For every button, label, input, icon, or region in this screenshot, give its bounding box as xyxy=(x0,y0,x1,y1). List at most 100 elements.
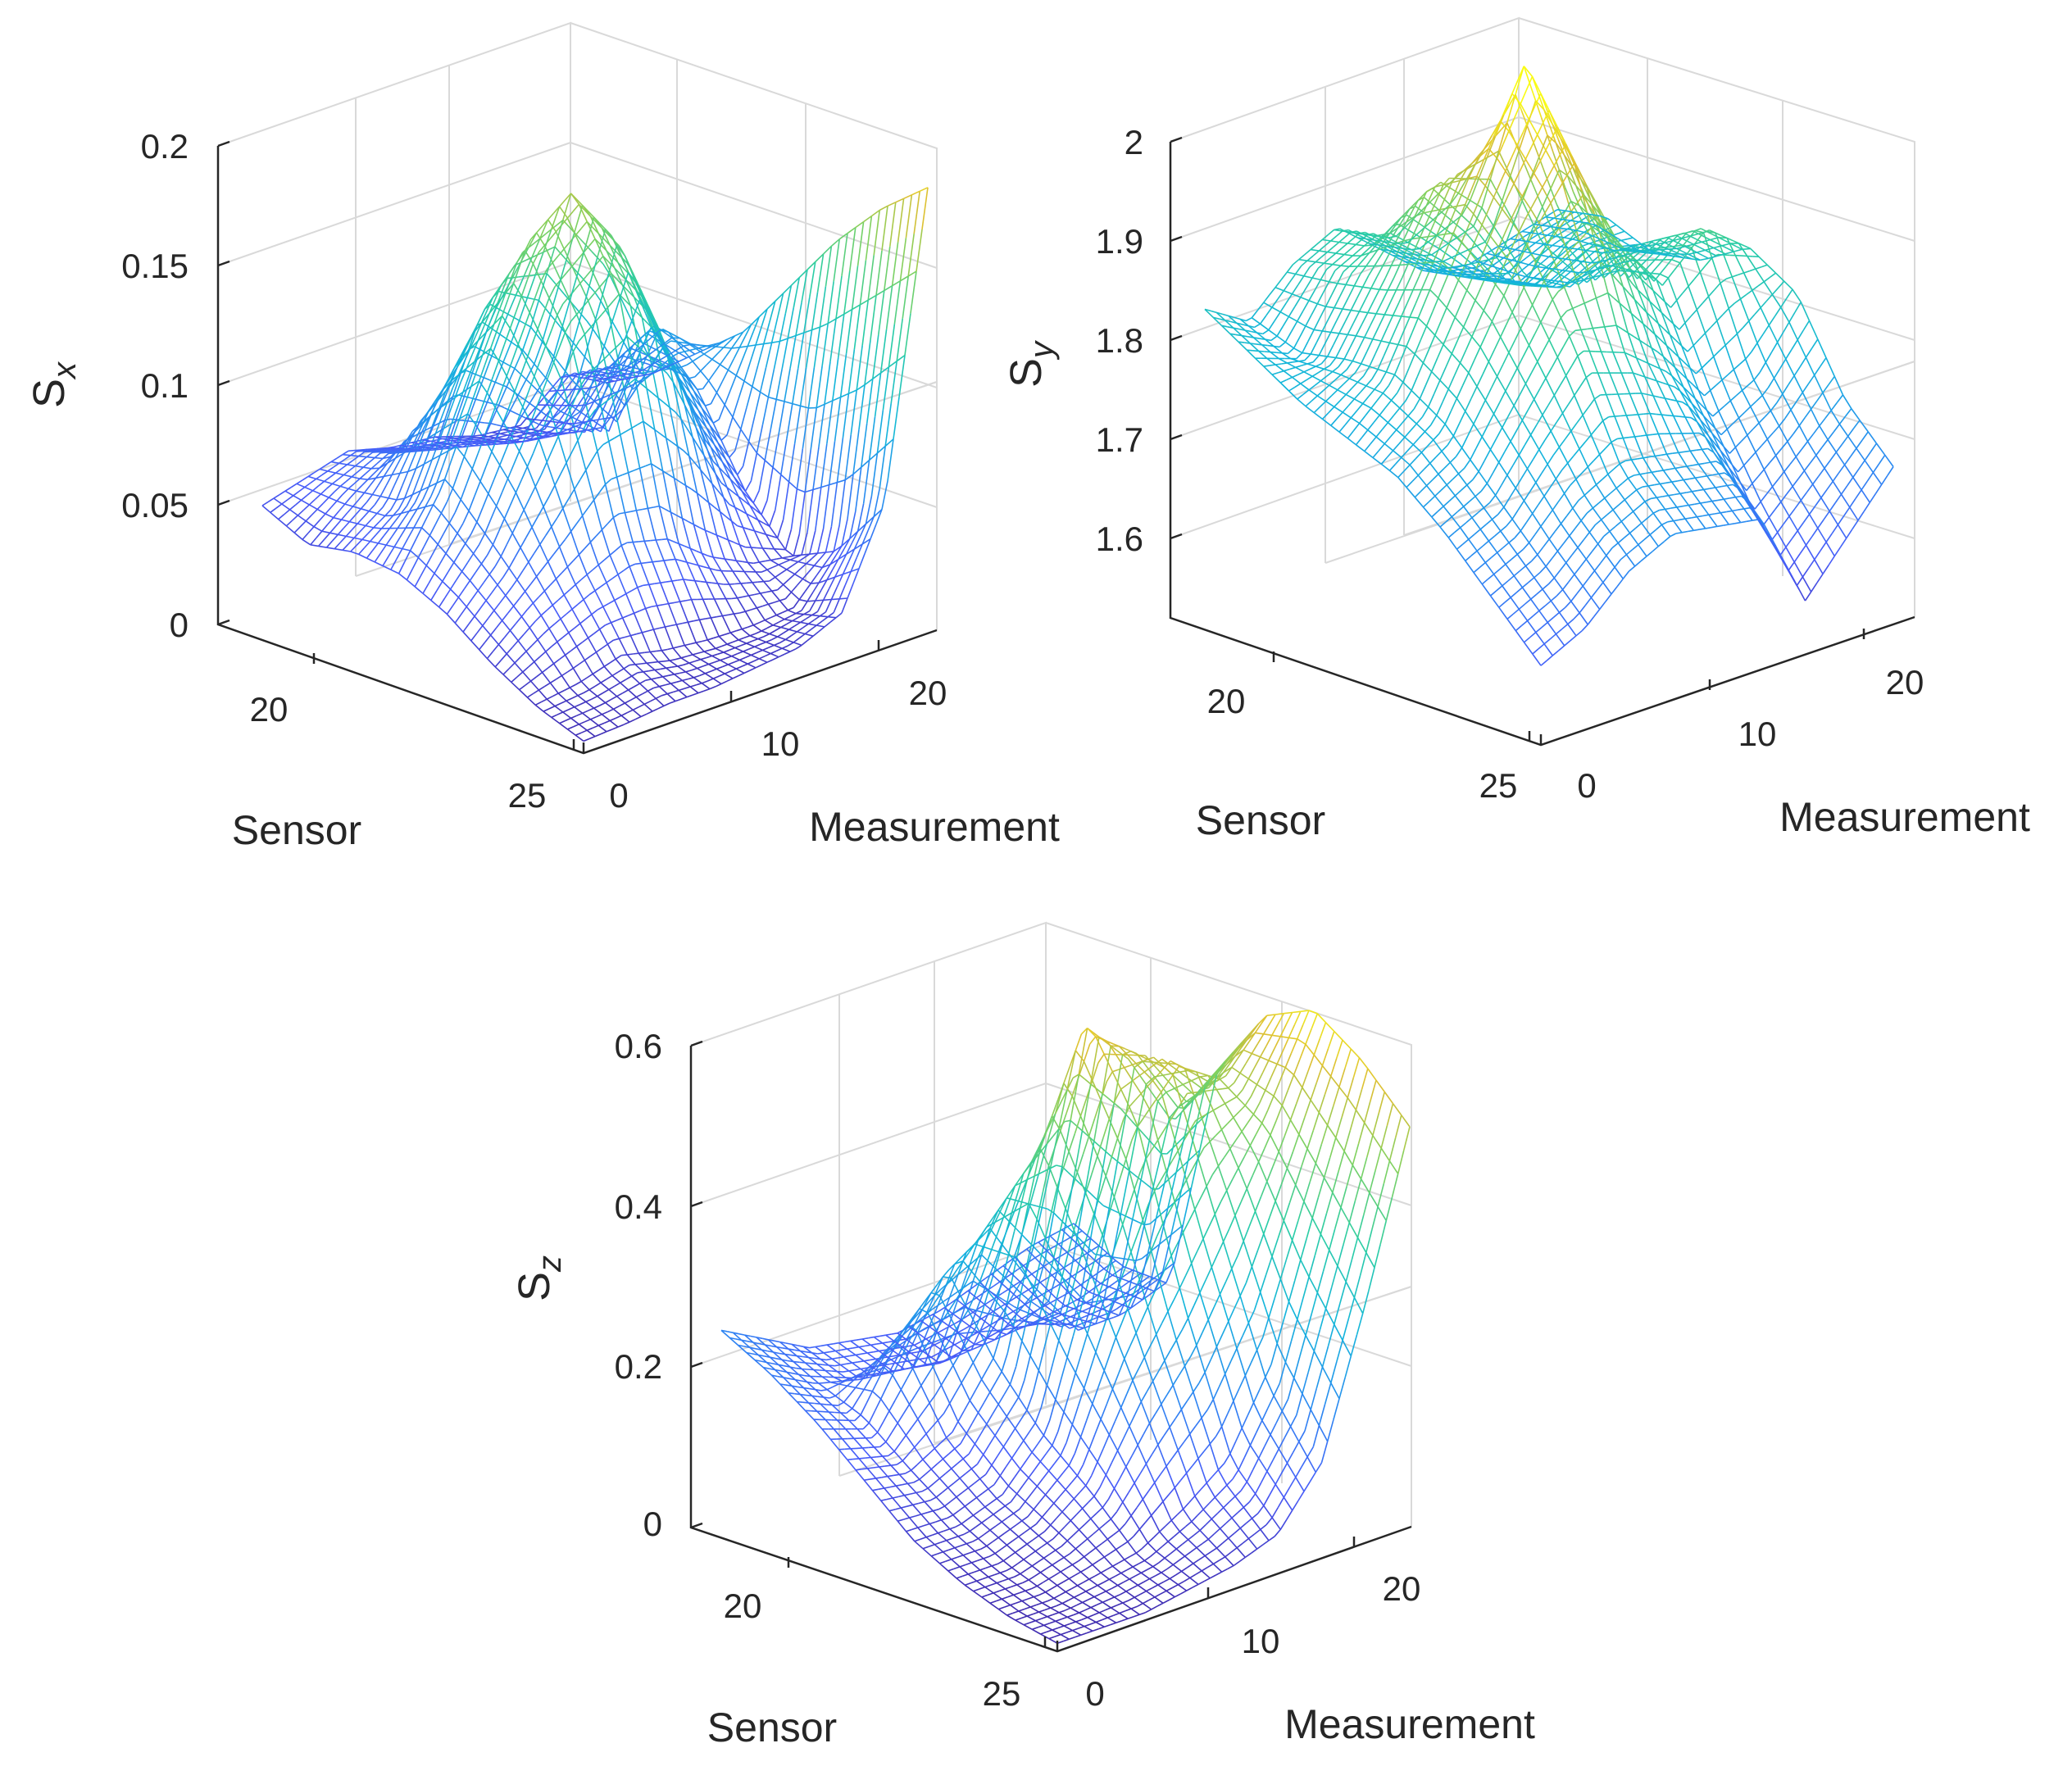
sx-mesh-segment xyxy=(761,630,770,635)
sx-mesh-segment xyxy=(643,670,649,673)
sx-mesh-segment xyxy=(717,442,727,461)
sx-mesh-segment xyxy=(771,589,778,592)
sx-mesh-segment xyxy=(582,710,588,715)
sx-mesh-segment xyxy=(393,473,401,486)
sx-mesh-segment xyxy=(403,483,411,499)
sx-mesh-segment xyxy=(654,429,664,471)
sy-mesh-segment xyxy=(1550,188,1557,205)
sx-mesh-segment xyxy=(716,615,723,618)
sy-mesh-segment xyxy=(1452,218,1461,234)
sx-mesh-segment xyxy=(671,441,679,447)
sx-mesh-segment xyxy=(504,438,513,442)
sx-mesh-segment xyxy=(785,638,794,643)
sy-mesh-segment xyxy=(1309,261,1316,268)
sx-mesh-segment xyxy=(377,475,385,486)
sy-mesh-segment xyxy=(1316,292,1325,305)
sx-mesh-segment xyxy=(843,308,853,315)
sx-mesh-segment xyxy=(606,674,613,680)
sx-mesh-segment xyxy=(775,398,785,402)
sx-mesh-segment xyxy=(657,661,665,663)
sx-mesh-segment xyxy=(631,675,641,684)
sx-mesh-segment xyxy=(696,388,707,406)
sx-mesh-segment xyxy=(543,496,550,507)
sx-mesh-segment xyxy=(714,506,721,513)
sx-mesh-segment xyxy=(834,565,842,578)
sx-mesh-segment xyxy=(557,636,564,642)
sx-mesh-segment xyxy=(376,447,385,450)
sx-mesh-segment xyxy=(396,485,403,501)
sx-mesh-segment xyxy=(489,347,500,361)
sx-mesh-segment xyxy=(603,321,613,347)
sx-mesh-segment xyxy=(584,329,593,357)
sx-mesh-segment xyxy=(460,499,470,511)
sx-mesh-segment xyxy=(628,470,634,474)
sx-mesh-segment xyxy=(780,438,788,475)
sx-mesh-segment xyxy=(726,641,734,645)
sx-mesh-segment xyxy=(477,582,484,592)
sy-mesh-segment xyxy=(1476,161,1484,177)
sy-mesh-segment xyxy=(1334,296,1341,308)
sx-mesh-segment xyxy=(514,662,524,673)
sx-mesh-segment xyxy=(595,370,603,379)
sx-mesh-segment xyxy=(381,521,388,529)
sx-mesh-segment xyxy=(453,438,462,441)
sx-mesh-segment xyxy=(511,640,519,648)
sx-mesh-segment xyxy=(731,653,738,657)
sy-mesh-segment xyxy=(1347,285,1356,298)
sx-mesh-segment xyxy=(366,494,374,503)
sx-mesh-segment xyxy=(526,602,534,611)
sx-mesh-segment xyxy=(406,579,416,588)
sy-mesh-segment xyxy=(1320,375,1328,382)
sx-mesh-segment xyxy=(401,449,410,452)
sx-mesh-segment xyxy=(600,272,610,302)
sx-mesh-segment xyxy=(727,539,737,561)
sy-mesh-segment xyxy=(1431,297,1439,313)
sx-mesh-segment xyxy=(648,583,655,586)
sx-mesh-segment xyxy=(593,216,603,229)
sx-mesh-segment xyxy=(529,486,536,499)
sy-mesh-segment xyxy=(1355,437,1363,446)
sx-mesh-segment xyxy=(766,569,776,578)
sy-mesh-segment xyxy=(1508,116,1515,132)
sx-mesh-segment xyxy=(516,294,522,297)
sx-mesh-segment xyxy=(463,372,473,397)
sx-mesh-segment xyxy=(717,583,724,585)
sx-mesh-segment xyxy=(485,431,493,435)
sx-mesh-segment xyxy=(523,627,530,635)
sx-mesh-segment xyxy=(584,334,593,370)
sx-mesh-segment xyxy=(491,334,501,356)
sy-mesh-segment xyxy=(1444,228,1452,234)
sx-mesh-segment xyxy=(368,510,378,515)
sx-mesh-segment xyxy=(540,280,550,298)
sx-mesh-segment xyxy=(690,347,697,352)
sx-mesh-segment xyxy=(734,612,740,615)
sx-mesh-segment xyxy=(717,651,725,655)
sx-mesh-segment xyxy=(398,439,407,449)
sx-mesh-segment xyxy=(312,489,321,495)
sx-mesh-segment xyxy=(598,724,607,733)
sy-mesh-segment xyxy=(1288,386,1296,392)
sx-mesh-segment xyxy=(387,515,394,523)
sx-mesh-segment xyxy=(570,374,578,384)
sx-mesh-segment xyxy=(830,238,840,247)
sx-mesh-segment xyxy=(500,653,507,661)
sx-mesh-segment xyxy=(643,703,653,712)
sx-mesh-segment xyxy=(784,285,793,314)
sx-mesh-segment xyxy=(357,523,366,527)
sx-mesh-segment xyxy=(498,637,506,646)
sx-mesh-segment xyxy=(820,483,829,488)
sx-mesh-segment xyxy=(469,571,477,581)
sx-mesh-segment xyxy=(758,308,768,318)
sy-mesh-segment xyxy=(1338,236,1346,243)
sx-mesh-segment xyxy=(495,316,503,333)
sx-mesh-segment xyxy=(488,302,498,314)
sx-mesh-segment xyxy=(541,314,552,343)
sx-mesh-segment xyxy=(590,716,597,720)
sx-mesh-segment xyxy=(580,677,588,683)
sy-mesh-segment xyxy=(1357,337,1365,350)
sx-mesh-segment xyxy=(477,326,484,342)
sx-mesh-segment xyxy=(380,495,389,499)
sy-mesh-segment xyxy=(1328,270,1336,283)
sx-mesh-segment xyxy=(339,480,347,488)
sx-mesh-segment xyxy=(738,544,748,563)
